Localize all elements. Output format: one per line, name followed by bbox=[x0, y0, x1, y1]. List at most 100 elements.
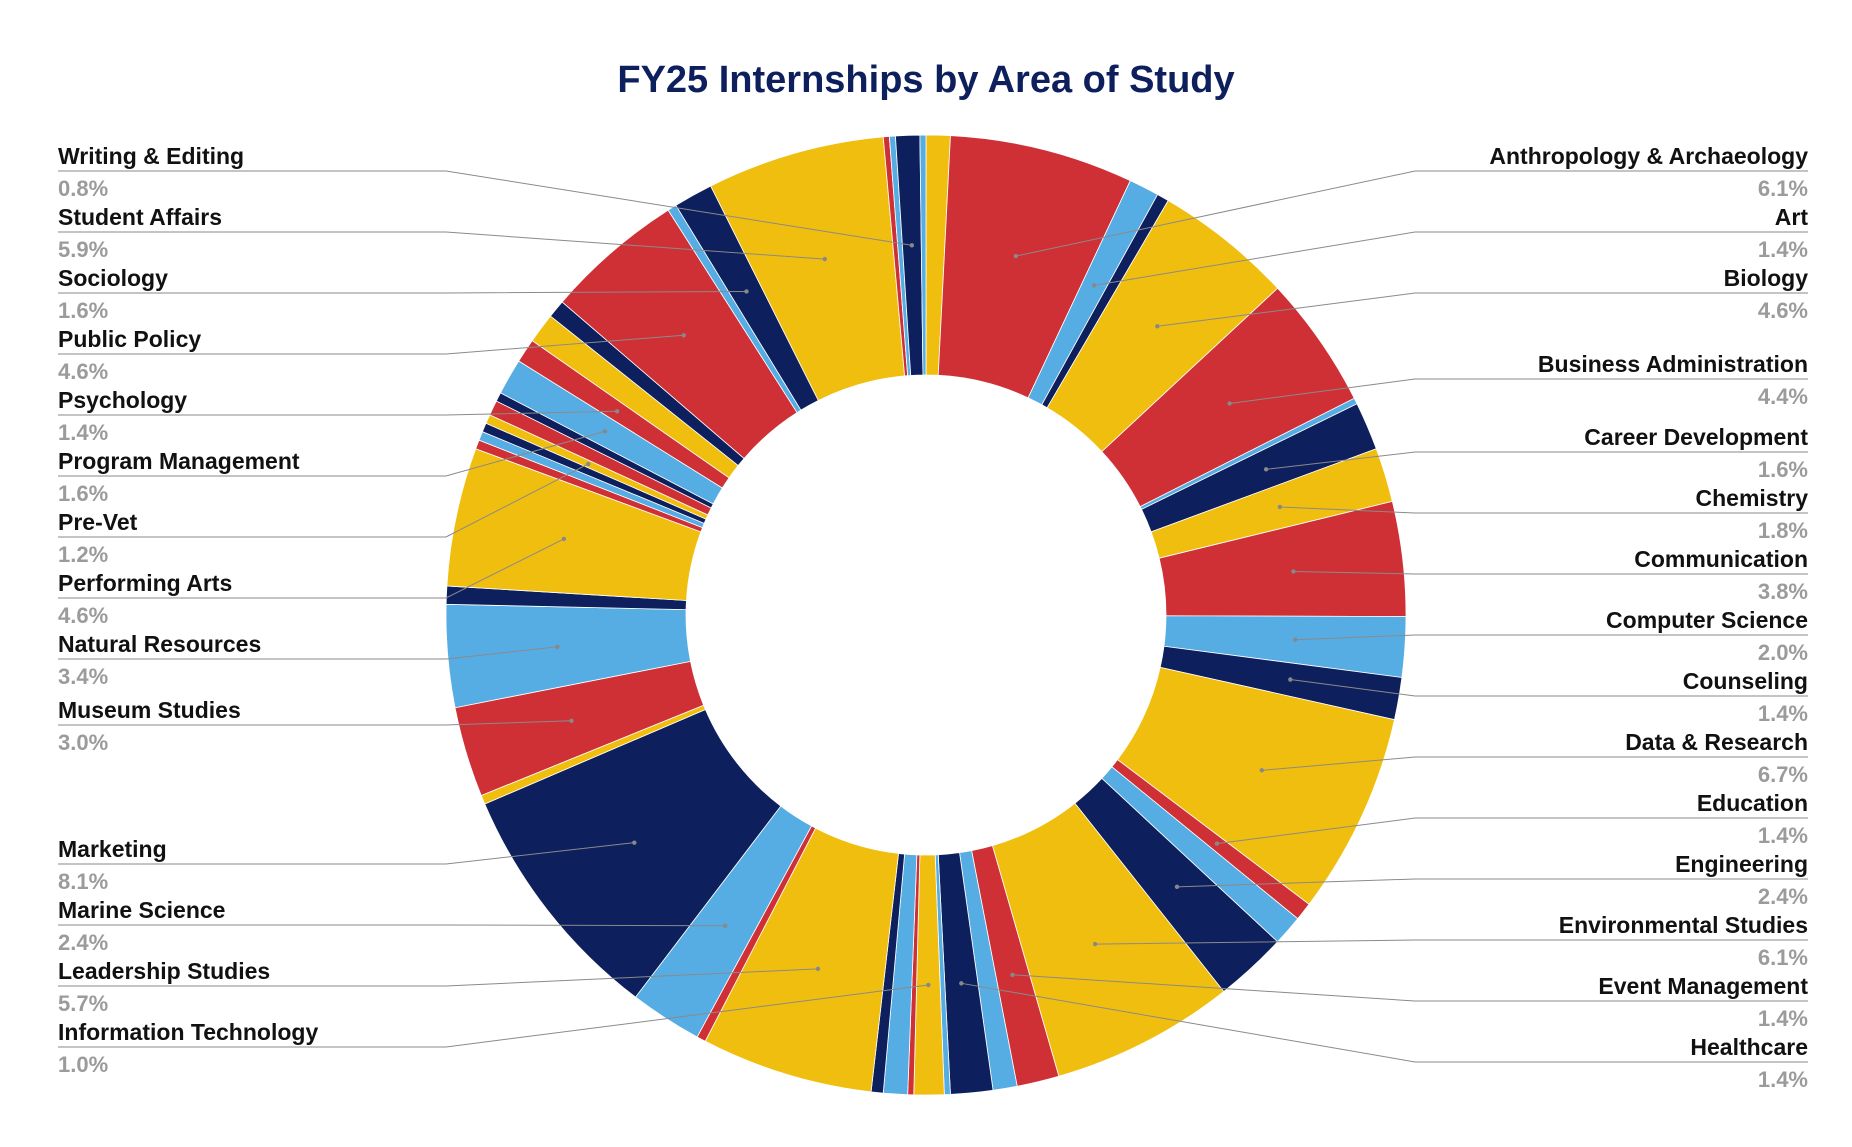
label-information-technology: Information Technology bbox=[58, 1019, 318, 1045]
leader-line-biology bbox=[1157, 292, 1808, 327]
leader-dot-anthropology-archaeology bbox=[1013, 253, 1019, 259]
leader-dot-museum-studies bbox=[569, 718, 574, 723]
leader-dot-biology bbox=[1155, 324, 1160, 329]
label-business-administration: Business Administration bbox=[1538, 351, 1808, 377]
leader-dot-writing-editing bbox=[909, 243, 915, 248]
percent-art: 1.4% bbox=[1758, 237, 1808, 262]
leader-line-art bbox=[1093, 231, 1808, 286]
chart-title: FY25 Internships by Area of Study bbox=[617, 59, 1234, 101]
percent-program-management: 1.6% bbox=[58, 481, 108, 506]
percent-computer-science: 2.0% bbox=[1758, 640, 1808, 665]
percent-business-administration: 4.4% bbox=[1758, 384, 1808, 409]
percent-counseling: 1.4% bbox=[1758, 701, 1808, 726]
label-writing-editing: Writing & Editing bbox=[58, 143, 244, 169]
leader-line-chemistry bbox=[1279, 506, 1808, 514]
label-public-policy: Public Policy bbox=[58, 326, 201, 352]
label-engineering: Engineering bbox=[1675, 851, 1808, 877]
leader-dot-art bbox=[1091, 283, 1097, 288]
percent-anthropology-archaeology: 6.1% bbox=[1758, 176, 1808, 201]
label-marketing: Marketing bbox=[58, 836, 167, 862]
leader-line-environmental-studies bbox=[1095, 939, 1808, 945]
percent-marketing: 8.1% bbox=[58, 869, 108, 894]
leader-line-marine-science bbox=[58, 924, 726, 927]
leader-dot-education bbox=[1214, 841, 1220, 846]
leader-line-business-administration bbox=[1229, 378, 1808, 404]
label-counseling: Counseling bbox=[1683, 668, 1808, 694]
leader-line-psychology bbox=[58, 410, 618, 416]
leader-line-data-research bbox=[1261, 756, 1808, 771]
leader-line-pre-vet bbox=[58, 463, 589, 538]
leader-line-program-management bbox=[58, 430, 605, 477]
label-program-management: Program Management bbox=[58, 448, 300, 474]
leader-line-leadership-studies bbox=[58, 968, 818, 987]
label-student-affairs: Student Affairs bbox=[58, 204, 222, 230]
label-anthropology-archaeology: Anthropology & Archaeology bbox=[1489, 143, 1808, 169]
leader-line-sociology bbox=[58, 290, 747, 294]
leader-line-information-technology bbox=[58, 984, 929, 1048]
percent-student-affairs: 5.9% bbox=[58, 237, 108, 262]
percent-public-policy: 4.6% bbox=[58, 359, 108, 384]
leader-dot-healthcare bbox=[959, 981, 964, 986]
leader-dot-environmental-studies bbox=[1092, 941, 1098, 947]
percent-natural-resources: 3.4% bbox=[58, 664, 108, 689]
label-communication: Communication bbox=[1634, 546, 1808, 572]
percent-psychology: 1.4% bbox=[58, 420, 108, 445]
leader-dot-chemistry bbox=[1277, 504, 1283, 510]
leader-dot-career-development bbox=[1263, 467, 1269, 472]
percent-healthcare: 1.4% bbox=[1758, 1067, 1808, 1092]
leader-line-engineering bbox=[1176, 878, 1808, 888]
percent-performing-arts: 4.6% bbox=[58, 603, 108, 628]
leader-dot-program-management bbox=[602, 429, 607, 434]
label-art: Art bbox=[1775, 204, 1809, 230]
percent-leadership-studies: 5.7% bbox=[58, 991, 108, 1016]
leader-line-natural-resources bbox=[58, 646, 558, 660]
leader-dot-data-research bbox=[1259, 768, 1265, 773]
leader-line-student-affairs bbox=[58, 231, 825, 260]
label-natural-resources: Natural Resources bbox=[58, 631, 261, 657]
label-marine-science: Marine Science bbox=[58, 897, 225, 923]
percent-career-development: 1.6% bbox=[1758, 457, 1808, 482]
leader-dot-leadership-studies bbox=[815, 966, 821, 972]
leader-dot-event-management bbox=[1010, 972, 1015, 977]
leader-dot-marine-science bbox=[723, 923, 728, 928]
label-environmental-studies: Environmental Studies bbox=[1559, 912, 1808, 938]
percent-education: 1.4% bbox=[1758, 823, 1808, 848]
leader-dot-pre-vet bbox=[586, 461, 591, 467]
leader-line-public-policy bbox=[58, 334, 684, 355]
leader-line-writing-editing bbox=[58, 170, 912, 246]
leader-line-computer-science bbox=[1295, 634, 1808, 641]
leader-dot-engineering bbox=[1174, 884, 1180, 890]
percent-information-technology: 1.0% bbox=[58, 1052, 108, 1077]
label-computer-science: Computer Science bbox=[1606, 607, 1808, 633]
percent-sociology: 1.6% bbox=[58, 298, 108, 323]
leader-line-counseling bbox=[1290, 679, 1808, 697]
leader-dot-business-administration bbox=[1227, 401, 1232, 406]
label-sociology: Sociology bbox=[58, 265, 168, 291]
label-data-research: Data & Research bbox=[1625, 729, 1808, 755]
label-healthcare: Healthcare bbox=[1690, 1034, 1808, 1060]
leader-line-performing-arts bbox=[58, 538, 565, 599]
leader-dot-communication bbox=[1291, 569, 1296, 574]
leader-dot-computer-science bbox=[1292, 637, 1298, 642]
label-event-management: Event Management bbox=[1598, 973, 1808, 999]
percent-marine-science: 2.4% bbox=[58, 930, 108, 955]
leader-dot-student-affairs bbox=[822, 256, 827, 262]
leader-line-healthcare bbox=[961, 982, 1808, 1063]
leader-line-marketing bbox=[58, 842, 635, 865]
percent-pre-vet: 1.2% bbox=[58, 542, 108, 567]
label-performing-arts: Performing Arts bbox=[58, 570, 232, 596]
leader-dot-psychology bbox=[614, 409, 620, 414]
label-chemistry: Chemistry bbox=[1696, 485, 1809, 511]
leader-line-communication bbox=[1293, 570, 1808, 575]
leader-line-event-management bbox=[1012, 974, 1808, 1002]
leader-line-anthropology-archaeology bbox=[1015, 170, 1808, 257]
leader-dot-counseling bbox=[1288, 677, 1293, 682]
leader-dot-information-technology bbox=[926, 982, 931, 988]
leader-dot-marketing bbox=[632, 840, 637, 845]
label-leadership-studies: Leadership Studies bbox=[58, 958, 270, 984]
label-psychology: Psychology bbox=[58, 387, 187, 413]
percent-writing-editing: 0.8% bbox=[58, 176, 108, 201]
leader-dot-sociology bbox=[744, 289, 749, 294]
leader-dot-public-policy bbox=[681, 333, 686, 338]
